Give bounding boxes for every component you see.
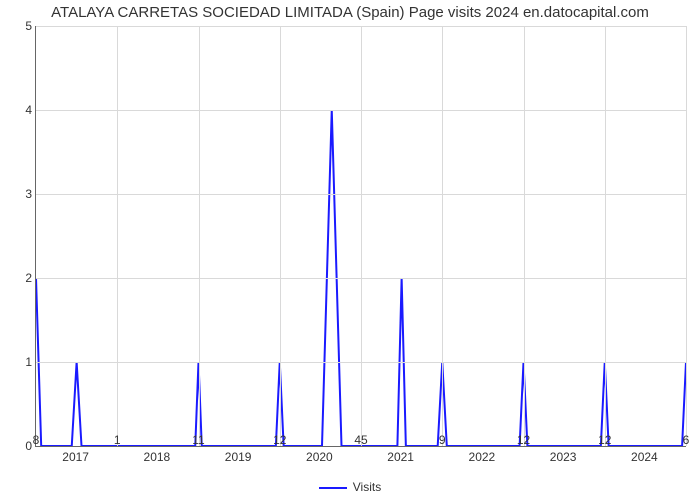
y-tick-label: 1	[18, 355, 32, 369]
gridline-v	[280, 26, 281, 446]
gridline-v	[442, 26, 443, 446]
x-year-label: 2020	[306, 450, 333, 464]
x-year-label: 2023	[550, 450, 577, 464]
x-year-label: 2021	[387, 450, 414, 464]
x-year-label: 2024	[631, 450, 658, 464]
chart-title: ATALAYA CARRETAS SOCIEDAD LIMITADA (Spai…	[0, 4, 700, 21]
legend: Visits	[0, 480, 700, 494]
gridline-v	[117, 26, 118, 446]
gridline-v	[361, 26, 362, 446]
y-tick-label: 3	[18, 187, 32, 201]
y-tick-label: 5	[18, 19, 32, 33]
gridline-v	[686, 26, 687, 446]
x-value-label: 12	[273, 433, 286, 447]
x-year-label: 2022	[469, 450, 496, 464]
x-year-label: 2018	[144, 450, 171, 464]
x-value-label: 45	[354, 433, 367, 447]
y-tick-label: 2	[18, 271, 32, 285]
legend-swatch	[319, 487, 347, 489]
x-value-label: 8	[33, 433, 40, 447]
gridline-v	[605, 26, 606, 446]
x-value-label: 6	[683, 433, 690, 447]
x-value-label: 12	[598, 433, 611, 447]
x-value-label: 9	[439, 433, 446, 447]
y-tick-label: 0	[18, 439, 32, 453]
gridline-v	[199, 26, 200, 446]
x-value-label: 12	[517, 433, 530, 447]
x-year-label: 2019	[225, 450, 252, 464]
legend-label: Visits	[353, 480, 381, 494]
visits-chart: ATALAYA CARRETAS SOCIEDAD LIMITADA (Spai…	[0, 0, 700, 500]
x-value-label: 1	[114, 433, 121, 447]
x-year-label: 2017	[62, 450, 89, 464]
y-tick-label: 4	[18, 103, 32, 117]
x-value-label: 11	[192, 433, 204, 447]
gridline-v	[524, 26, 525, 446]
plot-area: 81111245912126	[35, 26, 686, 447]
